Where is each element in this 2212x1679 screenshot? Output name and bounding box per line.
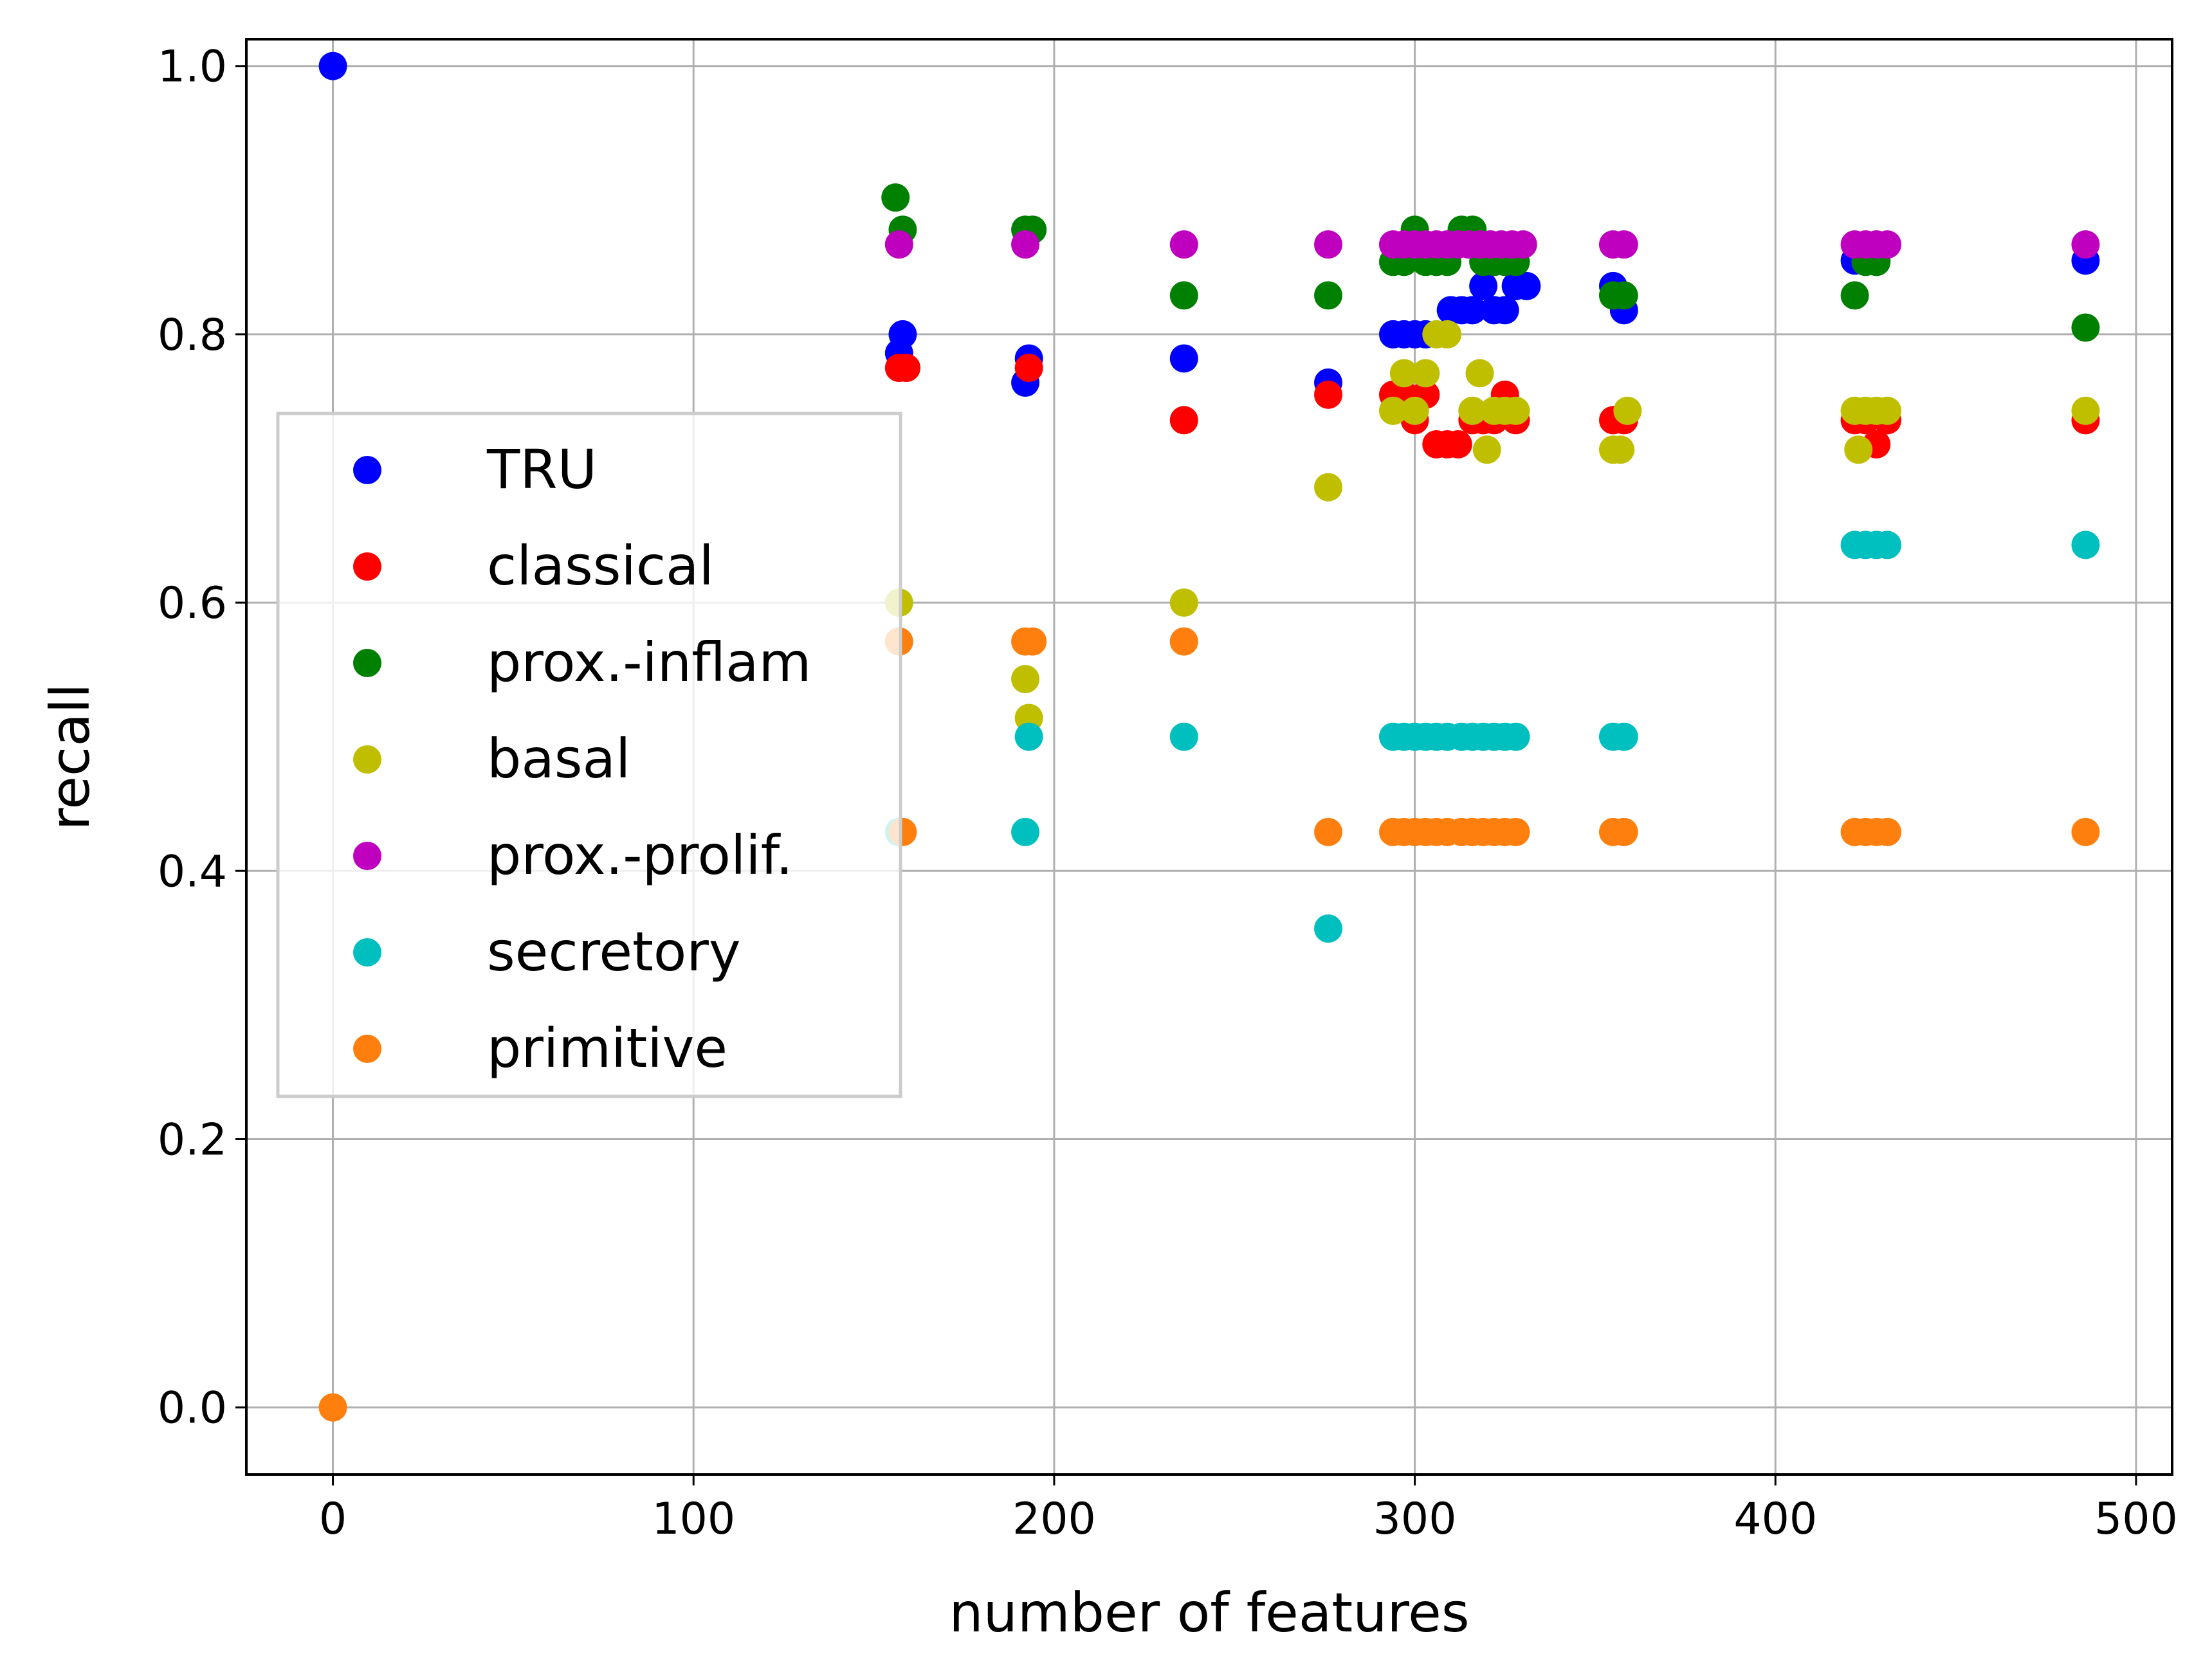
data-point [1314,380,1343,409]
data-point [2071,531,2100,559]
data-point [318,51,347,80]
data-point [1169,627,1198,656]
legend-label: basal [487,727,630,790]
data-point [2071,817,2100,846]
y-tick-label: 0.0 [158,1383,227,1434]
data-point [1613,396,1642,425]
data-point [1011,665,1040,694]
data-point [1169,281,1198,310]
legend-label: TRU [486,438,597,501]
data-point [2071,313,2100,342]
legend-marker [353,842,381,870]
data-point [1400,396,1429,425]
data-point [1609,722,1638,751]
legend-marker [353,938,381,967]
data-point [1014,354,1043,383]
legend-label: prox.-inflam [487,631,811,694]
data-point [881,183,910,212]
data-point [1314,473,1343,502]
data-point [1472,435,1501,464]
data-point [1512,271,1541,300]
legend-box [276,412,902,1098]
data-point [1443,430,1472,458]
data-point [1873,230,1902,259]
x-axis-label: number of features [949,1581,1469,1644]
y-tick-label: 0.8 [158,310,227,361]
data-point [1458,296,1487,325]
data-point [1314,817,1343,846]
legend-marker [353,456,381,484]
legend-marker [353,552,381,581]
data-point [1508,230,1537,259]
data-point [1169,722,1198,751]
plot-frame [245,38,2173,1476]
data-point [318,1393,347,1422]
data-point [892,354,921,383]
legend-marker [353,745,381,774]
data-point [1501,722,1530,751]
series-6 [318,627,2100,1422]
data-point [2071,396,2100,425]
x-tick-label: 400 [1733,1494,1817,1545]
data-point [1389,359,1418,388]
data-point [888,320,917,349]
data-point [1011,817,1040,846]
legend-marker [353,1035,381,1063]
data-point [1014,722,1043,751]
data-point [1314,230,1343,259]
y-tick-label: 0.2 [158,1115,227,1166]
data-point [1609,281,1638,310]
y-tick-label: 0.4 [158,846,227,897]
data-point [1609,230,1638,259]
data-point [1458,396,1487,425]
data-point [1018,627,1047,656]
data-point [1873,396,1902,425]
y-axis-ticks: 0.0 0.2 0.4 0.6 0.8 1.0 [158,42,246,1434]
data-point [1501,396,1530,425]
data-point [1169,588,1198,617]
data-point [884,230,913,259]
y-axis-label: recall [39,684,102,831]
data-point [1873,817,1902,846]
data-point [1314,281,1343,310]
data-point [1501,817,1530,846]
data-point [1433,320,1462,349]
x-tick-label: 500 [2094,1494,2178,1545]
legend-label: secretory [487,920,741,983]
data-point [1169,230,1198,259]
y-tick-label: 0.6 [158,578,227,629]
data-point [1469,271,1498,300]
x-axis-ticks: 0 100 200 300 400 500 [319,1475,2178,1545]
data-point [1609,817,1638,846]
x-tick-label: 300 [1373,1494,1457,1545]
data-point [1606,435,1635,464]
data-point [1011,230,1040,259]
legend: TRU classical prox.-inflam basal prox.-proli… [276,412,902,1098]
data-point [1465,359,1494,388]
legend-marker [353,649,381,677]
series-4 [884,230,2100,259]
data-point [1169,406,1198,435]
legend-label: prox.-prolif. [487,824,793,887]
data-point [1840,281,1869,310]
legend-label: primitive [487,1017,727,1080]
legend-label: classical [487,534,714,597]
data-point [1411,359,1440,388]
data-point [2071,230,2100,259]
data-point [1169,344,1198,373]
data-point [1314,914,1343,943]
y-tick-label: 1.0 [158,42,227,93]
data-point [1873,531,1902,559]
data-point [1490,296,1519,325]
data-point [1844,435,1873,464]
data-point [1378,396,1407,425]
x-tick-label: 100 [652,1494,735,1545]
x-tick-label: 200 [1012,1494,1096,1545]
x-tick-label: 0 [319,1494,347,1545]
